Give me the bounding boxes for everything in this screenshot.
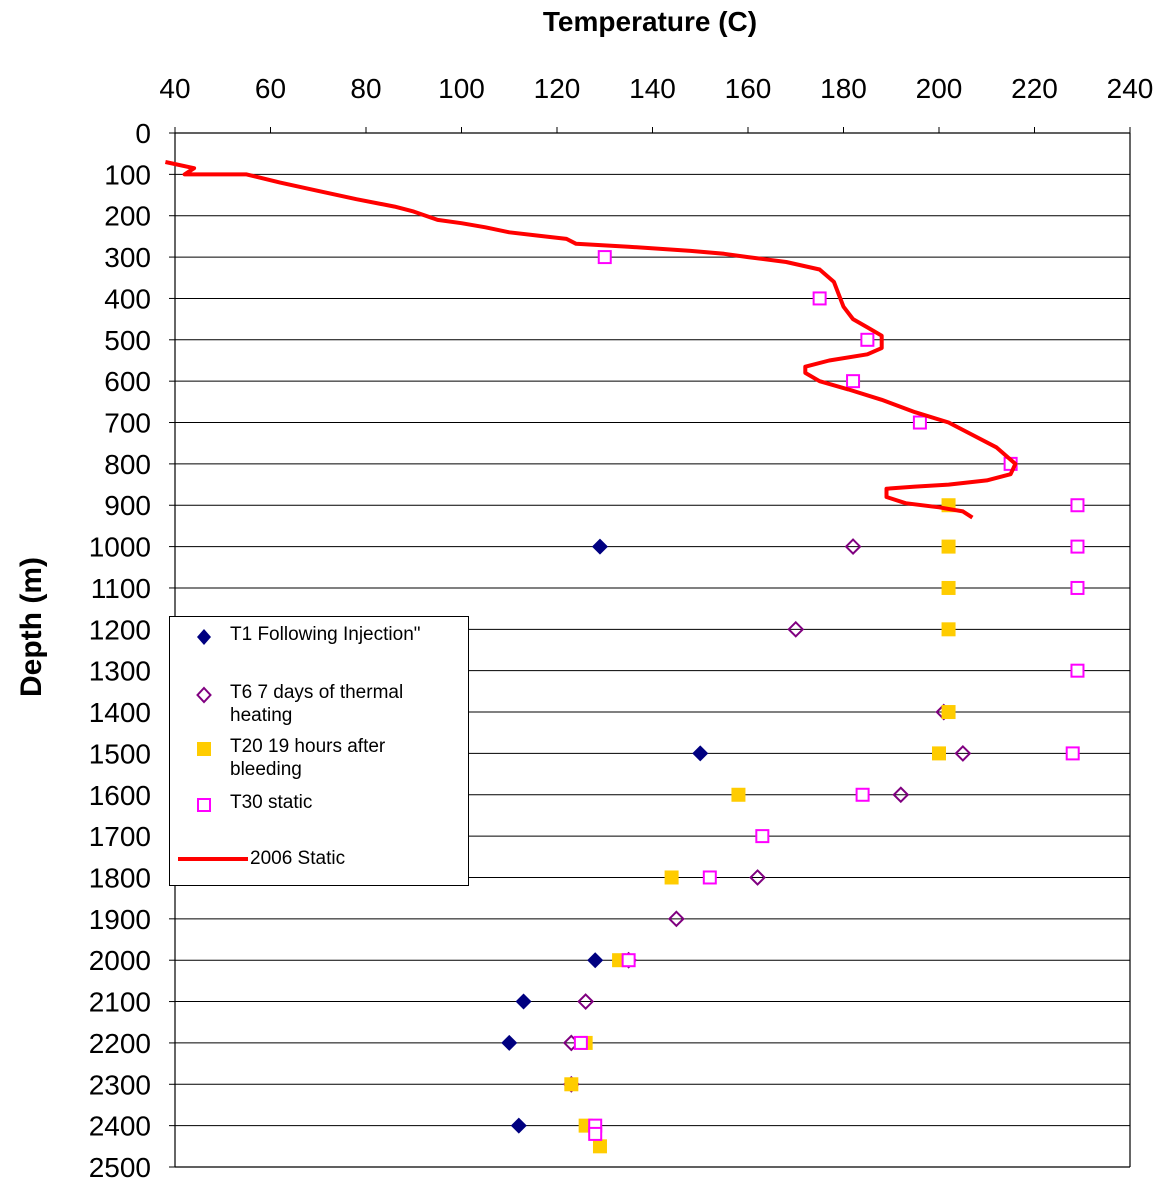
x-axis-title: Temperature (C): [542, 6, 758, 37]
y-tick-label: 1300: [89, 656, 151, 687]
data-point-t30: [621, 953, 636, 968]
x-tick-label: 220: [1011, 73, 1058, 104]
data-point-t30: [860, 332, 875, 347]
data-point-t1: [591, 538, 608, 555]
x-tick-label: 100: [438, 73, 485, 104]
data-point-t6: [892, 786, 910, 804]
data-point-t30: [1070, 663, 1085, 678]
legend: T1 Following Injection" T6 7 days of the…: [169, 616, 469, 886]
legend-label-t1: T1 Following Injection": [230, 624, 421, 645]
data-point-t30: [1070, 539, 1085, 554]
data-point-t1: [515, 993, 532, 1010]
x-tick-label: 200: [916, 73, 963, 104]
y-tick-label: 1800: [89, 862, 151, 893]
y-tick-label: 0: [135, 118, 151, 149]
legend-label-t30: T30 static: [230, 792, 313, 813]
legend-label-t20: T20 19 hours after bleeding: [230, 736, 386, 780]
y-tick-label: 1900: [89, 904, 151, 935]
y-tick-label: 2500: [89, 1152, 151, 1183]
y-tick-label: 2100: [89, 987, 151, 1018]
y-tick-label: 1400: [89, 697, 151, 728]
x-tick-label: 120: [534, 73, 581, 104]
y-axis-title: Depth (m): [15, 557, 48, 697]
data-point-t6: [749, 869, 766, 886]
data-point-t30: [1065, 746, 1080, 761]
x-tick-label: 80: [350, 73, 381, 104]
data-point-t30: [573, 1035, 588, 1050]
y-tick-label: 1700: [89, 821, 151, 852]
y-tick-label: 800: [104, 449, 151, 480]
x-tick-label: 40: [159, 73, 190, 104]
data-point-t20: [941, 622, 956, 637]
y-tick-label: 500: [104, 325, 151, 356]
legend-label-2006: 2006 Static: [250, 848, 346, 869]
series-line-2006-static: [164, 160, 1018, 520]
red-line-icon: [178, 857, 248, 861]
y-tick-label: 200: [104, 201, 151, 232]
filled-diamond-icon: [197, 629, 211, 645]
y-tick-label: 1500: [89, 738, 151, 769]
y-tick-label: 300: [104, 242, 151, 273]
y-tick-label: 600: [104, 366, 151, 397]
data-point-t30: [597, 250, 612, 265]
data-point-t30: [588, 1126, 603, 1141]
data-point-t30: [912, 415, 927, 430]
data-point-t30: [846, 374, 861, 389]
y-tick-label: 2000: [89, 945, 151, 976]
data-point-t30: [855, 787, 870, 802]
x-tick-label: 140: [629, 73, 676, 104]
open-diamond-icon: [196, 686, 212, 704]
filled-square-icon: [197, 742, 211, 756]
x-tick-label: 180: [820, 73, 867, 104]
data-point-t6: [954, 744, 972, 762]
x-tick-label: 240: [1107, 73, 1154, 104]
data-point-t20: [592, 1139, 607, 1154]
data-point-t30: [1070, 498, 1085, 513]
y-tick-label: 400: [104, 283, 151, 314]
y-tick-label: 1100: [91, 573, 151, 604]
data-point-t30: [755, 829, 770, 844]
data-point-t1: [510, 1117, 527, 1134]
data-point-t6: [667, 910, 685, 928]
y-tick-label: 1600: [89, 780, 151, 811]
legend-label-t6: T6 7 days of thermal heating: [230, 682, 404, 726]
data-point-t6: [844, 538, 862, 556]
data-point-t1: [587, 952, 604, 969]
y-tick-label: 900: [104, 490, 151, 521]
y-tick-label: 2200: [89, 1028, 151, 1059]
y-tick-label: 700: [104, 408, 151, 439]
data-point-t20: [664, 870, 679, 885]
data-point-t20: [941, 580, 956, 595]
data-point-t1: [692, 745, 709, 762]
data-point-t20: [731, 787, 746, 802]
y-tick-label: 1000: [89, 532, 151, 563]
y-tick-label: 2400: [89, 1111, 151, 1142]
data-point-t6: [787, 620, 805, 638]
data-point-t20: [564, 1077, 579, 1092]
y-tick-label: 100: [104, 159, 151, 190]
x-tick-label: 60: [255, 73, 286, 104]
data-point-t1: [501, 1034, 518, 1051]
data-point-t20: [941, 705, 956, 720]
y-tick-label: 2300: [89, 1069, 151, 1100]
data-point-t6: [577, 993, 595, 1010]
data-point-t30: [1070, 580, 1085, 595]
data-point-t30: [812, 291, 827, 306]
y-tick-label: 1200: [89, 614, 151, 645]
x-tick-label: 160: [725, 73, 772, 104]
data-point-t20: [941, 539, 956, 554]
data-point-t20: [932, 746, 946, 761]
data-point-t30: [702, 870, 717, 885]
open-square-icon: [197, 798, 211, 812]
